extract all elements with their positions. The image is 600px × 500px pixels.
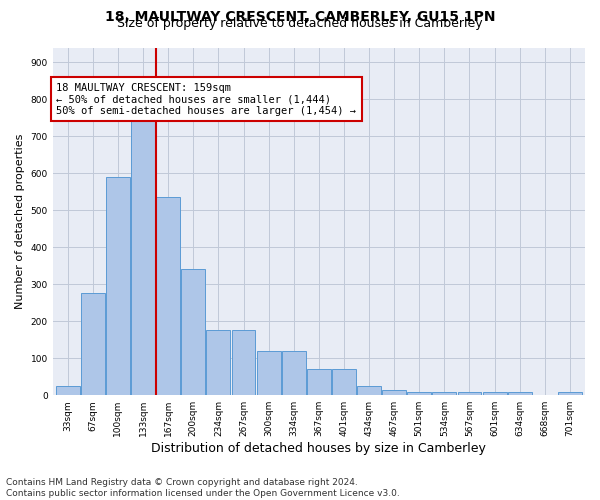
Bar [433,392,457,395]
Bar [508,392,532,395]
Text: 18, MAULTWAY CRESCENT, CAMBERLEY, GU15 1PN: 18, MAULTWAY CRESCENT, CAMBERLEY, GU15 1… [105,10,495,24]
X-axis label: Distribution of detached houses by size in Camberley: Distribution of detached houses by size … [151,442,486,455]
Bar [357,386,381,395]
Y-axis label: Number of detached properties: Number of detached properties [15,134,25,309]
Bar [206,330,230,395]
Bar [307,370,331,395]
Bar [106,177,130,395]
Bar [458,392,481,395]
Bar [407,392,431,395]
Bar [181,270,205,395]
Bar [56,386,80,395]
Bar [131,122,155,395]
Text: 18 MAULTWAY CRESCENT: 159sqm
← 50% of detached houses are smaller (1,444)
50% of: 18 MAULTWAY CRESCENT: 159sqm ← 50% of de… [56,82,356,116]
Bar [81,294,105,395]
Bar [257,351,281,395]
Bar [232,330,256,395]
Bar [382,390,406,395]
Bar [482,392,506,395]
Bar [332,370,356,395]
Text: Contains HM Land Registry data © Crown copyright and database right 2024.
Contai: Contains HM Land Registry data © Crown c… [6,478,400,498]
Bar [156,198,180,395]
Bar [282,351,305,395]
Text: Size of property relative to detached houses in Camberley: Size of property relative to detached ho… [117,18,483,30]
Bar [558,392,582,395]
